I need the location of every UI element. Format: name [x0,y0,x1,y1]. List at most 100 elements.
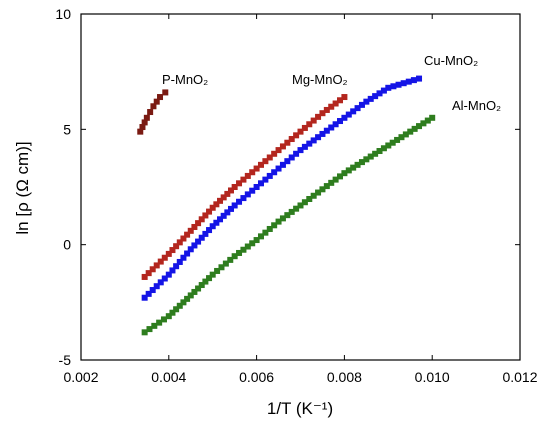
data-point [206,208,213,215]
data-point [169,247,176,254]
data-points [137,75,436,336]
data-point [184,295,191,302]
x-axis-title: 1/T (K⁻¹) [267,399,333,418]
data-point [262,229,269,236]
data-point [195,238,202,245]
data-point [385,142,392,149]
data-point [160,316,167,323]
data-point [231,184,238,190]
y-tick-label: 10 [55,6,71,22]
data-point [407,128,414,135]
data-point [143,114,150,121]
y-tick-label: 0 [63,237,71,253]
data-point [153,98,160,105]
data-point [141,294,148,301]
data-point [220,212,227,219]
data-point [319,186,326,193]
data-point [253,184,260,190]
data-point [236,198,243,205]
data-point [173,263,180,270]
data-point [411,125,418,132]
data-point [202,278,209,285]
data-point [176,239,183,246]
data-point [323,106,330,113]
data-point [157,94,164,101]
data-point [394,136,401,143]
data-point [400,80,407,87]
data-point [187,246,194,253]
series-labels: P-MnO₂ Mg-MnO₂ Cu-MnO₂ Al-MnO₂ [162,53,501,113]
data-point [376,148,383,155]
data-point [405,78,412,85]
data-point [149,287,156,294]
data-point [395,81,402,88]
data-point [279,143,286,150]
data-point [288,136,295,143]
data-point [266,154,273,161]
data-point [266,172,273,179]
data-point [310,192,317,199]
data-point [169,309,176,316]
data-point [145,290,152,297]
data-point [271,150,278,157]
x-tick-label: 0.004 [151,369,186,385]
data-point [297,202,304,209]
data-point [209,271,216,278]
data-point [213,201,220,208]
data-point [266,225,273,232]
data-point [244,172,251,179]
data-point [354,105,361,112]
data-point [249,187,256,194]
data-point [319,110,326,117]
data-point [380,145,387,152]
data-point [162,89,169,96]
data-point [244,243,251,250]
data-point [358,159,365,166]
data-point [363,98,370,105]
data-point [224,190,231,197]
data-point [227,256,234,263]
x-tick-label: 0.012 [502,369,537,385]
y-axis-title: ln [ρ (Ω cm)] [13,141,32,234]
data-point [350,164,357,171]
data-point [262,176,269,183]
data-point [315,134,322,141]
data-point [284,212,291,219]
data-point [288,154,295,161]
data-point [217,197,224,204]
y-tick-label: 5 [63,121,71,137]
data-point [180,299,187,306]
axis-ticks: 0.002 0.004 0.006 0.008 0.010 0.012 -5 0 5 10 [55,6,537,385]
data-point [429,114,436,121]
data-point [424,117,431,124]
data-point [173,243,180,250]
data-point [284,139,291,146]
data-point [279,215,286,222]
data-point [218,264,225,271]
data-point [153,283,160,290]
data-point [202,212,209,219]
data-point [145,270,152,277]
data-point [240,195,247,202]
data-point [231,253,238,260]
data-point [139,124,146,131]
data-point [214,267,221,274]
data-point [262,158,269,165]
data-point [220,194,227,201]
data-point [257,233,264,240]
data-point [306,121,313,128]
data-point [284,158,291,165]
x-tick-label: 0.002 [63,369,98,385]
data-point [173,306,180,313]
data-point [301,143,308,150]
data-point [209,223,216,230]
data-point [253,237,260,244]
data-point [151,322,158,329]
data-point [249,169,256,176]
y-tick-label: -5 [59,352,72,368]
data-point [367,95,374,102]
x-tick-label: 0.008 [327,369,362,385]
data-point [165,313,172,320]
data-point [244,191,251,198]
series-label-al: Al-MnO₂ [452,98,501,113]
